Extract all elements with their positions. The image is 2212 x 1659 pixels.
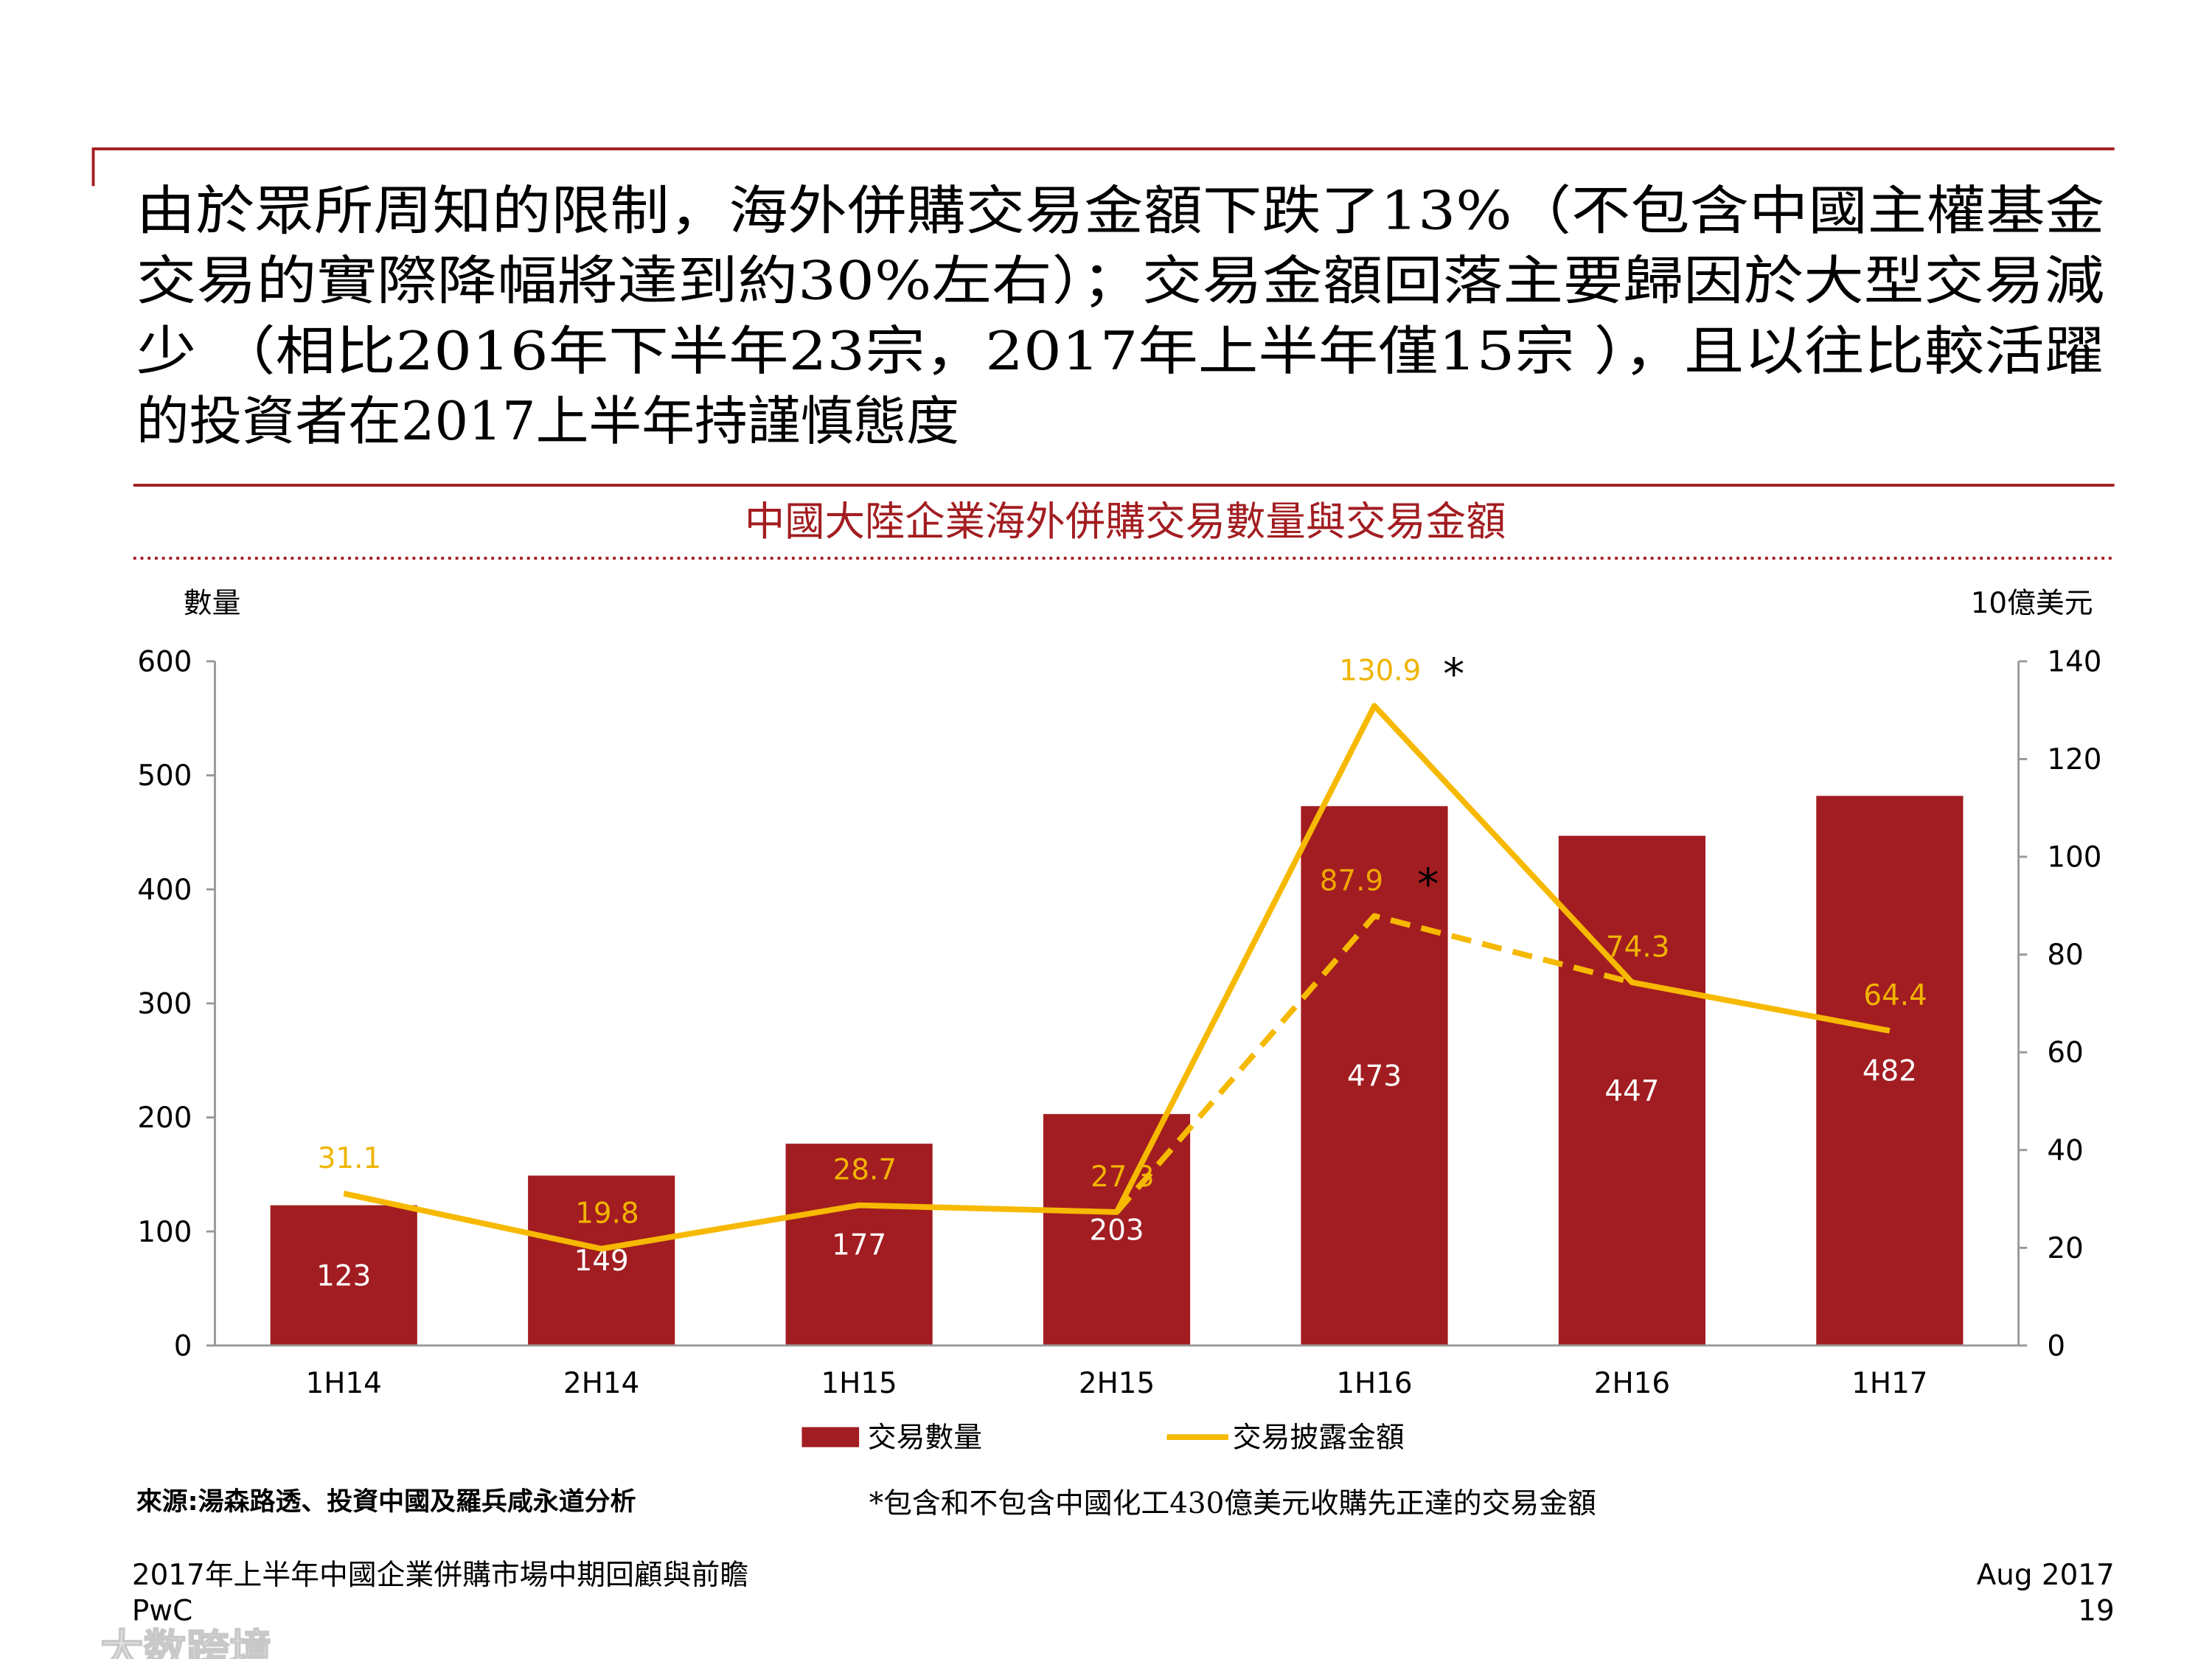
bar-value-label: 203 [1090,1214,1144,1247]
y2-tick-label: 60 [2047,1037,2083,1070]
bar [785,1144,933,1346]
x-tick-label: 1H15 [821,1367,897,1400]
y2-tick-label: 40 [2047,1134,2083,1167]
chart-title: 中國大陸企業海外併購交易數量與交易金額 [745,498,1506,545]
bar [1301,806,1448,1346]
source: 來源:湯森路透、投資中國及羅兵咸永道分析 [136,1487,636,1517]
y-tick-label: 0 [174,1329,192,1363]
heading-line: 交易的實際降幅將達到約30%左右）；交易金額回落主要歸因於大型交易減 [136,250,2104,312]
line-value-label: 19.8 [575,1197,639,1231]
company: PwC [132,1595,192,1628]
bar-value-label: 482 [1863,1055,1917,1088]
heading-line: 少 （相比2016年下半年23宗，2017年上半年僅15宗 ），且以往比較活躍 [136,320,2104,382]
bar-value-label: 447 [1604,1075,1659,1108]
line-dashed [1114,913,1633,1214]
line-value-label: 130.9 [1339,654,1421,687]
bar [270,1205,417,1346]
y2-tick-label: 100 [2047,841,2101,874]
footnote: *包含和不包含中國化工430億美元收購先正達的交易金額 [869,1487,1596,1520]
y-tick-label: 500 [137,759,192,793]
heading-line: 的投資者在2017上半年持謹慎態度 [136,390,959,452]
bar-value-label: 123 [316,1259,371,1293]
legend-swatch [801,1427,860,1447]
bar-value-label: 473 [1347,1060,1402,1093]
y2-tick-label: 20 [2047,1232,2083,1265]
heading: 由於眾所周知的限制，海外併購交易金額下跌了13%（不包含中國主權基金交易的實際降… [136,180,2104,452]
line-value-label: 31.1 [318,1142,381,1175]
line-value-label: 64.4 [1863,979,1927,1012]
heading-line: 由於眾所周知的限制，海外併購交易金額下跌了13%（不包含中國主權基金 [136,180,2104,242]
watermark: 大数跨境 [100,1625,272,1659]
y2-tick-label: 120 [2047,743,2101,776]
asterisk: * [1417,859,1439,909]
y2-tick-label: 80 [2047,939,2083,972]
y-axis-label: 數量 [184,587,241,620]
legend-label: 交易數量 [868,1422,982,1455]
y-tick-label: 300 [137,987,192,1020]
x-tick-label: 1H17 [1851,1367,1927,1400]
chart: 0 100 200 300 400 500 600 0 20 40 60 80 100 120 140 123… [137,645,2101,1454]
y2-tick-label: 140 [2047,645,2101,678]
asterisk: * [1443,649,1464,699]
header-rule [91,147,2115,187]
x-tick-label: 2H16 [1594,1367,1670,1400]
x-tick-label: 2H15 [1079,1367,1155,1400]
bar [528,1175,675,1346]
y-tick-label: 100 [137,1216,192,1249]
date: Aug 2017 [1977,1559,2115,1592]
line-value-label: 28.7 [833,1154,897,1187]
y2-axis-label: 10億美元 [1971,587,2093,620]
x-tick-label: 2H14 [563,1367,639,1400]
page-number: 19 [2078,1595,2114,1628]
y-tick-label: 400 [137,874,192,907]
x-tick-label: 1H14 [306,1367,382,1400]
report-title: 2017年上半年中國企業併購市場中期回顧與前瞻 [132,1559,748,1592]
legend-label: 交易披露金額 [1233,1422,1405,1455]
line-value-label: 74.3 [1606,931,1669,964]
x-tick-label: 1H16 [1336,1367,1412,1400]
bar [1816,796,1964,1346]
bar-value-label: 177 [832,1229,886,1262]
y-tick-label: 200 [137,1102,192,1135]
y2-tick-label: 0 [2047,1329,2065,1363]
y-tick-label: 600 [137,645,192,678]
line-value-label: 87.9 [1320,864,1383,897]
bar [1558,835,1706,1346]
